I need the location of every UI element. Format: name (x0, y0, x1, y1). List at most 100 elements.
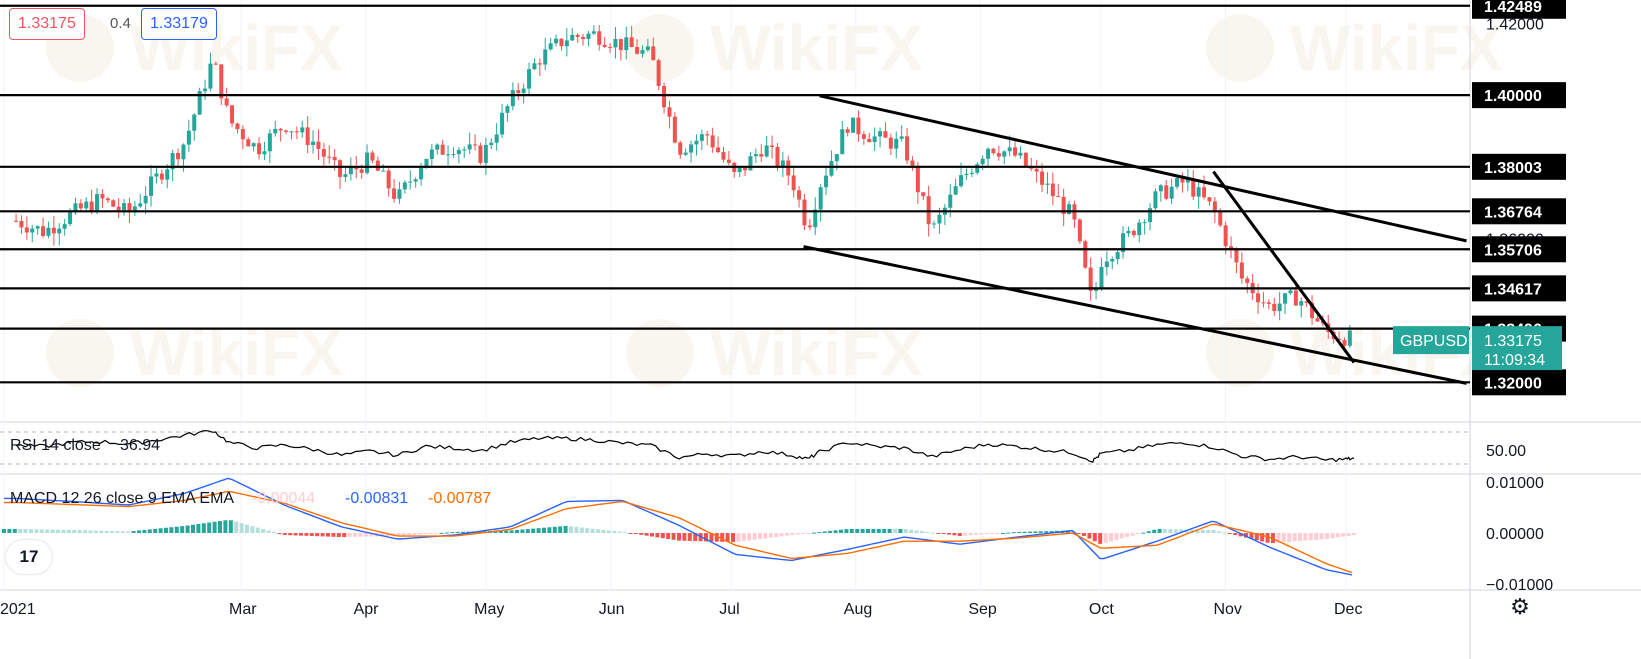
macd-histogram-bar (358, 533, 363, 537)
macd-histogram-bar (623, 532, 627, 534)
macd-histogram-bar (1352, 533, 1356, 536)
macd-histogram-bar (968, 533, 973, 536)
macd-histogram-bar (893, 528, 897, 534)
macd-histogram-bar (990, 533, 995, 535)
macd-histogram-bar (61, 529, 66, 534)
macd-histogram-bar (88, 530, 93, 534)
level-tag (1472, 153, 1566, 180)
macd-histogram-bar (131, 530, 136, 534)
candle-body (122, 203, 127, 211)
macd-histogram-bar (774, 533, 779, 537)
macd-histogram-bar (234, 521, 239, 534)
candle-body (1185, 179, 1190, 183)
trendline-channel-upper (819, 94, 1467, 243)
candle-body (370, 152, 375, 161)
candle-body (1261, 302, 1266, 304)
candle-body (1272, 303, 1277, 312)
horizontal-levels (0, 4, 1470, 384)
candle-body (186, 130, 191, 145)
macd-histogram-bar (293, 533, 298, 536)
macd-histogram-bar (606, 530, 611, 534)
candle-body (564, 40, 569, 47)
candle-body (548, 43, 553, 50)
candle-body (1137, 222, 1142, 236)
candle-body (894, 138, 899, 149)
candle-body (424, 158, 429, 169)
candle-body (1061, 196, 1066, 214)
macd-histogram-bar (1341, 533, 1346, 537)
macd-histogram-bar (309, 533, 314, 537)
candle-body (1142, 222, 1147, 224)
candle-body (1202, 187, 1207, 198)
candle-body (235, 123, 240, 130)
tradingview-logo-icon[interactable]: 17 (6, 540, 52, 574)
candle-body (348, 167, 353, 175)
ask-price-badge[interactable]: 1.33179 (141, 8, 217, 40)
level-tag-label: 1.35706 (1484, 242, 1542, 259)
candle-body (570, 34, 575, 41)
candle-body (440, 144, 445, 155)
macd-histogram-bar (207, 522, 212, 534)
macd-histogram-bar (331, 533, 336, 537)
candle-body (591, 31, 596, 34)
candle-body (1229, 246, 1234, 250)
gear-icon[interactable]: ⚙ (1510, 594, 1530, 619)
macd-histogram-bar (1173, 529, 1178, 534)
candle-body (494, 134, 499, 143)
candle-body (597, 31, 602, 45)
wikifx-watermark: WikiFX (710, 12, 923, 84)
time-axis-label: Oct (1089, 601, 1114, 618)
macd-histogram-bar (174, 526, 179, 534)
macd-histogram-bar (806, 533, 811, 535)
macd-histogram-bar (531, 528, 536, 534)
macd-histogram-bar (272, 531, 276, 534)
macd-histogram-bar (779, 533, 784, 537)
macd-histogram-bar (18, 529, 23, 534)
countdown-label: 11:09:34 (1484, 352, 1545, 369)
candle-body (791, 175, 796, 191)
macd-histogram-bar (1109, 533, 1113, 542)
candle-body (116, 206, 121, 211)
macd-histogram-bar (682, 533, 687, 541)
candle-body (289, 131, 294, 133)
macd-axis-label: 0.01000 (1486, 475, 1544, 492)
bid-price-badge[interactable]: 1.33175 (9, 8, 85, 40)
macd-histogram-bar (585, 528, 590, 534)
macd-histogram-bar (957, 533, 962, 537)
macd-histogram-bar (1103, 533, 1108, 543)
candle-body (932, 223, 937, 225)
candle-body (100, 194, 105, 199)
macd-histogram-bar (785, 533, 789, 536)
candle-body (856, 117, 861, 135)
candle-body (267, 133, 272, 152)
macd-histogram-bar (315, 533, 320, 537)
macd-histogram-bar (671, 533, 676, 540)
macd-histogram-bar (336, 533, 341, 537)
candle-body (1077, 219, 1082, 242)
macd-histogram-bar (639, 533, 644, 535)
macd-histogram-bar (1098, 533, 1103, 544)
macd-histogram-bar (180, 526, 185, 534)
macd-histogram-bar (288, 533, 293, 536)
level-tag (1472, 236, 1566, 263)
candle-body (365, 152, 370, 173)
time-axis-label: Jul (719, 601, 739, 618)
candle-body (899, 136, 904, 139)
macd-histogram-bar (1319, 533, 1324, 540)
macd-histogram-bar (547, 527, 552, 534)
macd-hist-value: -0.00044 (252, 490, 315, 507)
rsi-value: 36.94 (120, 437, 160, 454)
macd-histogram-bar (1265, 533, 1270, 543)
macd-histogram-bar (169, 527, 174, 534)
time-axis-label: Apr (354, 601, 380, 618)
candle-body (851, 117, 856, 133)
candle-body (683, 152, 688, 155)
candle-body (926, 196, 931, 225)
candle-body (840, 129, 845, 155)
macd-histogram-bar (974, 533, 978, 535)
price-tick-label: 1.42000 (1486, 16, 1544, 33)
candle-body (888, 137, 893, 149)
macd-histogram-bar (1092, 533, 1097, 542)
macd-histogram-bar (687, 533, 692, 541)
